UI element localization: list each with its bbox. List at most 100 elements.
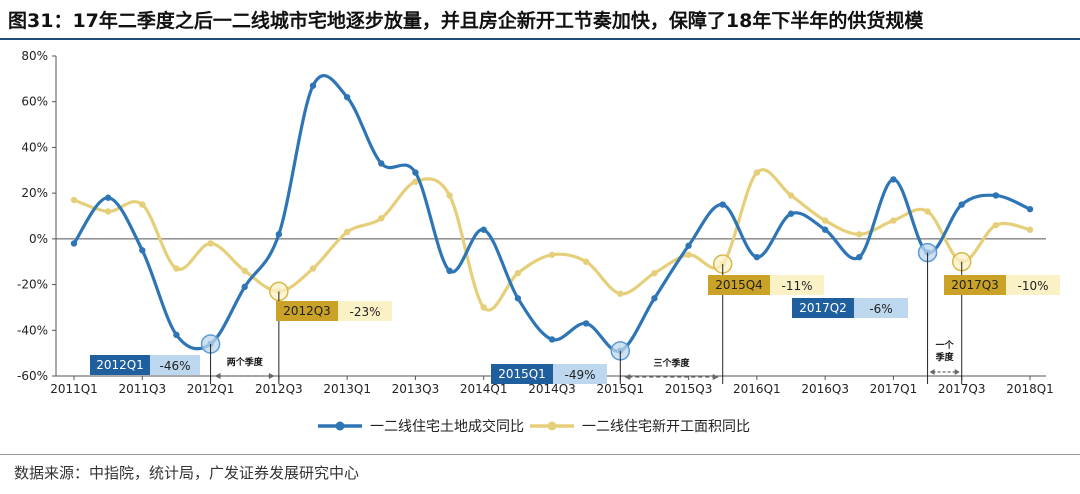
data-point: [241, 267, 248, 275]
x-tick-label: 2012Q3: [255, 382, 303, 396]
data-point: [753, 169, 761, 176]
annotation-value-box: [1006, 275, 1060, 295]
annotation-quarter: 2012Q3: [283, 304, 331, 318]
data-point: [787, 192, 795, 199]
annotation-value: -11%: [781, 279, 812, 293]
data-point: [1026, 205, 1034, 213]
data-point: [992, 192, 1000, 199]
gap-note: 两个季度: [227, 356, 264, 368]
data-point: [890, 176, 897, 183]
annotation-value-box: [338, 301, 392, 321]
annotation-label-box: [276, 301, 338, 321]
data-point: [514, 269, 522, 277]
x-tick-label: 2014Q3: [528, 382, 576, 396]
data-point: [173, 265, 180, 272]
data-point: [753, 253, 761, 261]
x-tick-label: 2016Q1: [733, 382, 781, 396]
gap-arrow-head: [214, 373, 221, 379]
x-tick-label: 2013Q1: [323, 382, 371, 396]
annotation-label-box: [792, 298, 854, 318]
gap-arrow-head: [954, 369, 960, 375]
data-point: [719, 201, 726, 208]
data-point: [685, 242, 692, 249]
data-point: [821, 226, 829, 233]
gap-arrow-head: [929, 369, 935, 375]
data-point: [378, 215, 385, 222]
annotation-quarter: 2017Q2: [799, 301, 847, 315]
annotation-value-box: [553, 364, 607, 384]
data-point: [104, 194, 112, 201]
data-point: [617, 290, 624, 297]
annotation-value-box: [150, 355, 200, 375]
gap-arrow-head: [624, 374, 631, 380]
legend-marker: [335, 421, 345, 431]
data-point: [924, 208, 931, 215]
data-point: [685, 251, 692, 259]
data-point: [412, 178, 419, 185]
x-tick-label: 2012Q1: [187, 382, 235, 396]
data-point: [821, 217, 829, 224]
chart-title-bar: 图31：17年二季度之后一二线城市宅地逐步放量，并且房企新开工节奏加快，保障了1…: [0, 0, 1080, 40]
annotation-value-box: [770, 275, 824, 295]
gap-arrow-head: [712, 374, 719, 380]
annotation-quarter: 2015Q1: [498, 367, 546, 381]
annotation-quarter: 2012Q1: [96, 358, 144, 372]
legend-label: 一二线住宅土地成交同比: [370, 418, 524, 435]
line-chart: 80% 60% 40% 20% 0% -20% -40% -60%2011Q1 2011Q3 20…: [17, 49, 1060, 435]
x-tick-label: 2015Q3: [665, 382, 713, 396]
data-point: [548, 251, 556, 259]
y-tick-label: 40%: [21, 140, 48, 154]
data-point: [446, 267, 453, 275]
annotation-label-box: [90, 355, 150, 375]
y-tick-label: -60%: [17, 369, 48, 383]
annotation-label-box: [944, 275, 1006, 295]
legend-marker: [547, 421, 557, 431]
x-tick-label: 2015Q1: [596, 382, 644, 396]
y-tick-label: 80%: [21, 49, 48, 63]
annotation-value-box: [854, 298, 908, 318]
data-point: [309, 265, 317, 272]
data-point: [378, 160, 385, 167]
annotation-label-box: [491, 364, 553, 384]
gap-note: 一个: [936, 339, 955, 351]
y-tick-label: 60%: [21, 95, 48, 109]
x-tick-label: 2011Q3: [118, 382, 166, 396]
data-point: [241, 283, 248, 291]
legend-label: 一二线住宅新开工面积同比: [582, 419, 750, 435]
annotation-value: -23%: [349, 305, 380, 319]
annotation-quarter: 2017Q3: [951, 278, 999, 292]
data-point: [309, 82, 317, 89]
data-point: [412, 169, 419, 176]
data-point: [582, 258, 590, 265]
data-point: [207, 240, 214, 247]
data-point: [958, 201, 965, 208]
x-tick-label: 2014Q1: [460, 382, 508, 396]
x-tick-label: 2016Q3: [801, 382, 849, 396]
data-point: [890, 217, 897, 224]
data-point: [343, 228, 351, 236]
y-tick-label: -20%: [17, 278, 48, 292]
source-divider: [0, 454, 1080, 455]
y-tick-label: -40%: [17, 323, 48, 337]
data-point: [548, 336, 556, 343]
data-point: [446, 192, 453, 199]
data-point: [139, 201, 146, 208]
data-point: [582, 320, 590, 327]
annotation-value: -46%: [159, 359, 190, 373]
data-point: [139, 247, 146, 254]
data-point: [651, 269, 658, 277]
annotation-value: -49%: [564, 368, 595, 382]
data-point: [343, 93, 351, 101]
data-point: [514, 295, 522, 302]
x-tick-label: 2011Q1: [50, 382, 98, 396]
series-line-land: [72, 74, 1031, 353]
gap-note: 三个季度: [653, 357, 690, 369]
x-tick-label: 2013Q3: [392, 382, 440, 396]
annotation-value: -6%: [869, 302, 892, 316]
data-point: [651, 295, 658, 302]
data-point: [480, 226, 487, 233]
y-tick-label: 0%: [29, 232, 48, 246]
annotation-quarter: 2015Q4: [715, 278, 763, 292]
data-point: [70, 196, 78, 204]
data-point: [1026, 226, 1034, 233]
